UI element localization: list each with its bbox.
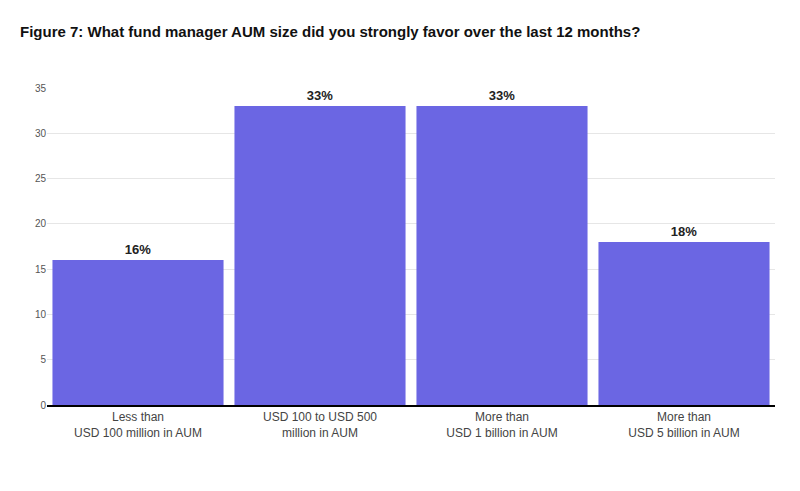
svg-text:33%: 33% xyxy=(307,88,333,103)
svg-text:More thanUSD 1 billion in AUM: More thanUSD 1 billion in AUM xyxy=(446,410,557,440)
svg-text:15: 15 xyxy=(35,264,47,275)
svg-text:USD 100 to USD 500million in A: USD 100 to USD 500million in AUM xyxy=(263,410,377,440)
svg-text:35: 35 xyxy=(35,83,47,94)
svg-text:0: 0 xyxy=(40,400,46,411)
svg-text:10: 10 xyxy=(35,309,47,320)
svg-text:18%: 18% xyxy=(671,224,697,239)
svg-text:5: 5 xyxy=(40,354,46,365)
svg-text:20: 20 xyxy=(35,218,47,229)
svg-text:30: 30 xyxy=(35,128,47,139)
svg-text:Less thanUSD 100 million in AU: Less thanUSD 100 million in AUM xyxy=(74,410,202,440)
svg-text:More thanUSD 5 billion in AUM: More thanUSD 5 billion in AUM xyxy=(628,410,739,440)
svg-text:33%: 33% xyxy=(489,88,515,103)
svg-text:25: 25 xyxy=(35,173,47,184)
svg-text:Figure 7: What fund manager AU: Figure 7: What fund manager AUM size did… xyxy=(20,23,640,40)
svg-text:16%: 16% xyxy=(125,242,151,257)
